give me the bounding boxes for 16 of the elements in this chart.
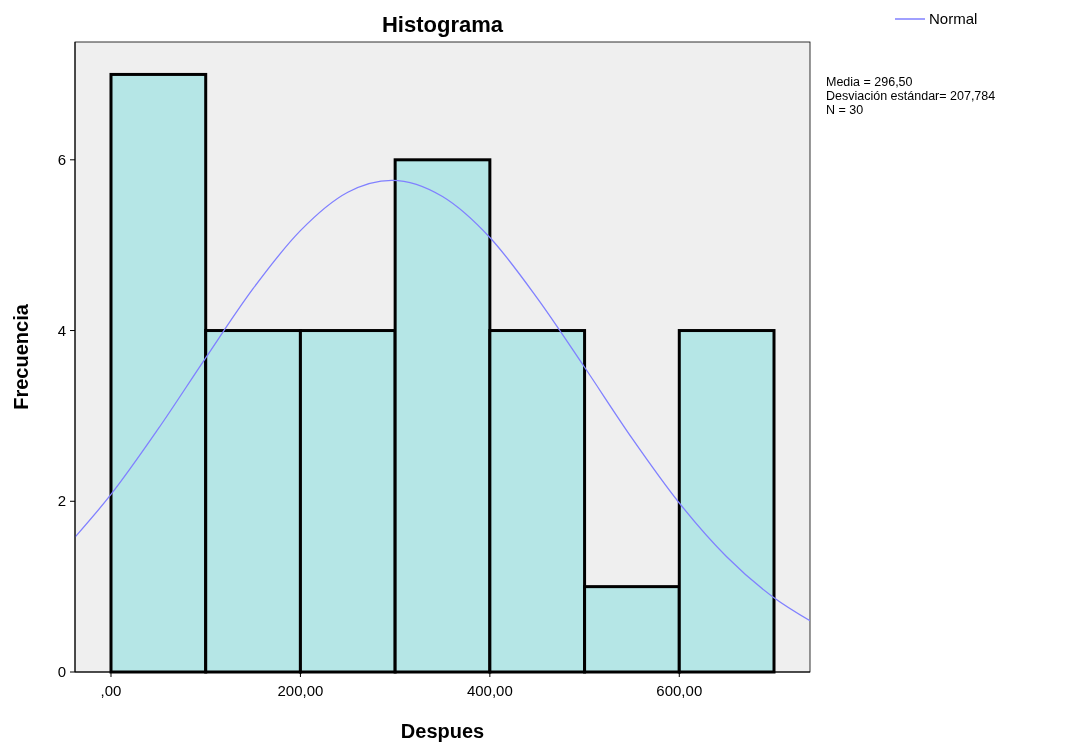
text: N = 30: [826, 103, 864, 117]
y-axis-title: Frecuencia: [10, 303, 32, 410]
chart-title: Histograma: [381, 12, 504, 37]
text: Desviación estándar= 207,784: [826, 89, 996, 103]
x-tick-label: ,00: [100, 682, 122, 699]
y-tick-label: 6: [57, 150, 66, 168]
x-tick-label: 600,00: [656, 682, 703, 699]
y-tick-label: 2: [57, 492, 66, 510]
y-tick-label: 0: [57, 663, 66, 680]
legend-label: Normal: [929, 10, 978, 27]
x-tick-label: 400,00: [466, 682, 513, 699]
x-axis-title: Despues: [400, 720, 485, 742]
x-tick-label: 200,00: [277, 682, 324, 699]
line-series: [75, 179, 810, 622]
text: Media = 296,50: [826, 75, 913, 89]
y-tick-label: 4: [57, 321, 66, 339]
